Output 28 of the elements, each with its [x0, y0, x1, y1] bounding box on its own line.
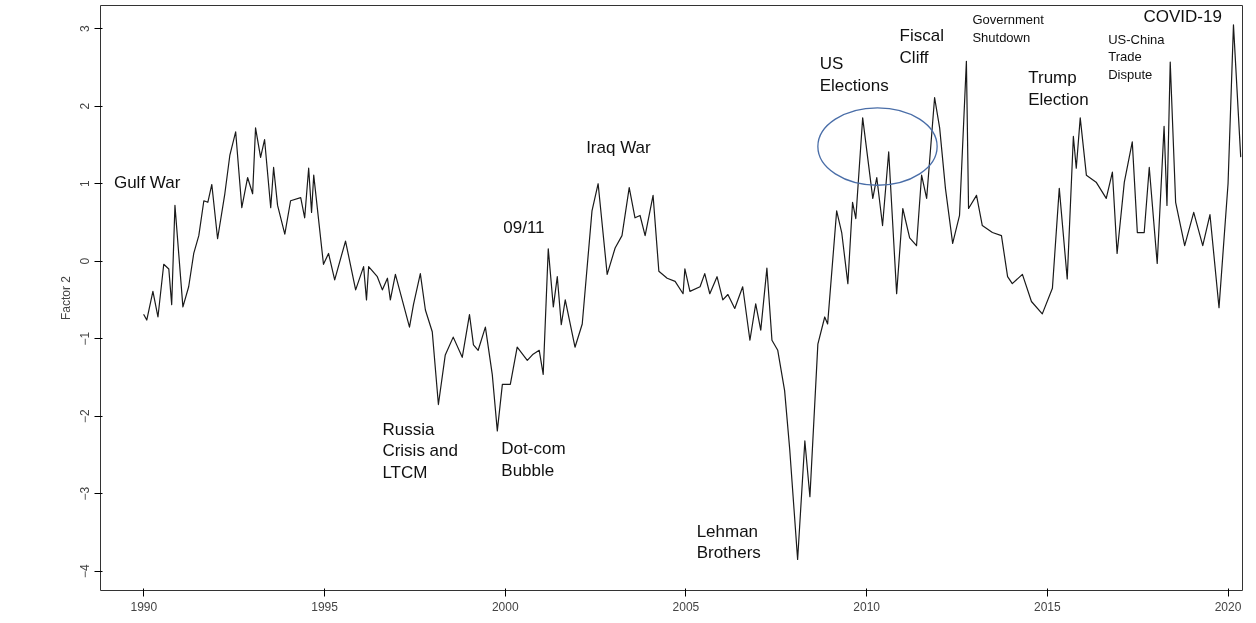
y-tick-label: −4	[78, 563, 93, 578]
y-tick-label: −3	[78, 486, 93, 501]
annotation: 09/11	[503, 217, 545, 237]
x-tick-label: 2020	[1214, 599, 1242, 614]
annotation: Lehman Brothers	[696, 521, 761, 563]
annotation: Fiscal Cliff	[899, 25, 944, 67]
annotation: Iraq War	[586, 137, 652, 157]
y-tick-label: −2	[78, 409, 93, 423]
x-tick-label: 2015	[1034, 599, 1062, 614]
x-tick-label: 2010	[853, 599, 881, 614]
annotation: US Elections	[819, 53, 889, 95]
x-tick-label: 2000	[491, 599, 519, 614]
annotation: COVID-19	[1143, 6, 1222, 26]
y-tick-label: −1	[78, 331, 93, 346]
x-tick-label: 1990	[130, 599, 158, 614]
annotation: Dot-com Bubble	[501, 438, 566, 480]
annotation: US-China Trade Dispute	[1108, 32, 1166, 82]
x-tick-label: 1995	[311, 599, 339, 614]
y-tick-label: 2	[78, 102, 93, 110]
y-tick-label: 0	[78, 257, 93, 265]
y-axis-title: Factor 2	[58, 275, 73, 321]
y-tick-label: 1	[78, 180, 93, 188]
y-tick-label: 3	[78, 25, 93, 33]
x-tick-label: 2005	[672, 599, 700, 614]
annotation: Government Shutdown	[972, 12, 1045, 45]
annotation: Trump Election	[1028, 67, 1089, 109]
annotation: Gulf War	[113, 173, 181, 193]
annotation: Russia Crisis and LTCM	[382, 419, 458, 483]
